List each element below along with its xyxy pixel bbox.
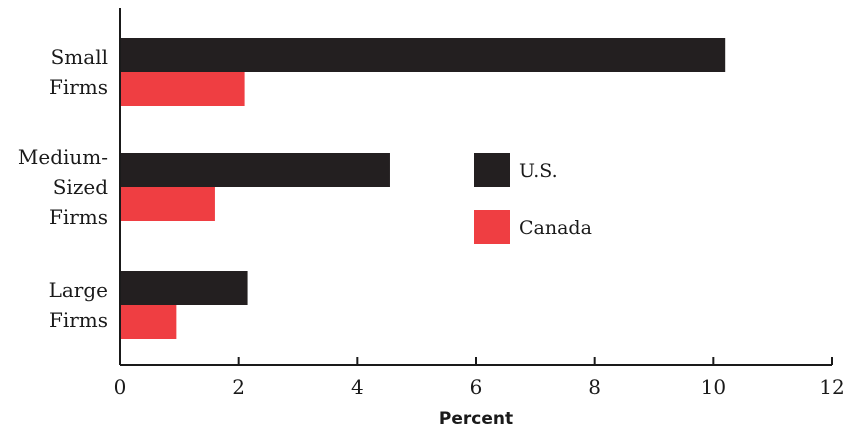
x-tick-label: 12	[819, 375, 843, 399]
x-axis-title: Percent	[439, 409, 513, 429]
legend-label: U.S.	[519, 160, 558, 182]
bars-group	[120, 38, 726, 339]
bar-canada-2	[120, 305, 177, 339]
x-tick-label: 0	[114, 375, 127, 399]
legend: U.S. Canada	[474, 153, 592, 244]
x-tick-label: 6	[470, 375, 483, 399]
category-label: Large	[49, 278, 108, 302]
category-labels: Small Firms Medium- Sized Firms Large Firms	[18, 45, 108, 332]
bar-canada-0	[120, 72, 245, 106]
bar-us-0	[120, 38, 726, 72]
category-label: Firms	[49, 75, 108, 99]
legend-swatch	[474, 210, 510, 244]
bar-us-1	[120, 153, 390, 187]
bar-us-2	[120, 271, 248, 305]
category-label: Small	[51, 45, 108, 69]
category-label: Firms	[49, 308, 108, 332]
x-tick-label: 8	[588, 375, 601, 399]
legend-label: Canada	[519, 217, 592, 239]
bar-canada-1	[120, 187, 215, 221]
category-label: Firms	[49, 205, 108, 229]
x-tick-label: 10	[701, 375, 726, 399]
category-label: Sized	[53, 175, 108, 199]
x-tick-label: 2	[232, 375, 245, 399]
legend-swatch	[474, 153, 510, 187]
x-tick-label: 4	[351, 375, 364, 399]
category-label: Medium-	[18, 145, 108, 169]
x-ticks: 0 2 4 6 8 10 12	[114, 357, 843, 399]
